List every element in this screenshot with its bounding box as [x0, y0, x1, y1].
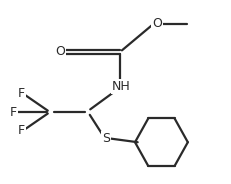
- Text: O: O: [152, 17, 162, 30]
- Text: F: F: [18, 124, 25, 137]
- Text: NH: NH: [112, 80, 131, 93]
- Text: O: O: [55, 45, 65, 58]
- Text: F: F: [18, 87, 25, 100]
- Text: F: F: [10, 106, 17, 118]
- Text: S: S: [102, 132, 110, 145]
